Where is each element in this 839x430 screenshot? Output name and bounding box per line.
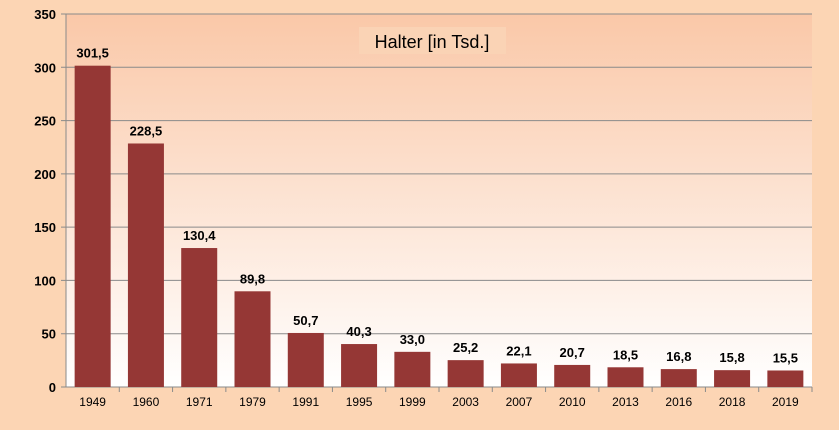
bar-2016 xyxy=(660,369,697,387)
x-tick-label: 1995 xyxy=(346,395,373,409)
bar-2007 xyxy=(500,363,537,387)
bar-1995 xyxy=(341,344,378,387)
data-label: 22,1 xyxy=(506,343,531,358)
bar-1949 xyxy=(74,65,111,388)
bar-1991 xyxy=(287,332,324,387)
x-tick-label: 2010 xyxy=(559,395,586,409)
data-label: 15,5 xyxy=(773,350,798,365)
data-label: 40,3 xyxy=(346,324,371,339)
plot-area xyxy=(66,14,812,387)
data-label: 301,5 xyxy=(76,46,109,61)
y-tick-label: 200 xyxy=(34,167,56,182)
x-tick-label: 1960 xyxy=(133,395,160,409)
data-label: 228,5 xyxy=(130,123,163,138)
x-tick-label: 2003 xyxy=(452,395,479,409)
data-label: 25,2 xyxy=(453,340,478,355)
bar-2013 xyxy=(607,367,644,387)
chart-title-box xyxy=(359,27,506,54)
bar-2019 xyxy=(767,370,804,387)
bar-1960 xyxy=(127,143,164,387)
x-tick-label: 1999 xyxy=(399,395,426,409)
bar-1979 xyxy=(234,291,271,387)
x-tick-label: 2016 xyxy=(665,395,692,409)
data-label: 130,4 xyxy=(183,228,216,243)
x-tick-label: 2013 xyxy=(612,395,639,409)
y-tick-label: 50 xyxy=(42,327,56,342)
data-label: 89,8 xyxy=(240,271,265,286)
bar-1971 xyxy=(181,248,218,387)
y-tick-label: 300 xyxy=(34,60,56,75)
x-tick-label: 2007 xyxy=(506,395,533,409)
bar-2018 xyxy=(714,370,751,387)
x-tick-label: 2019 xyxy=(772,395,799,409)
x-tick-label: 1991 xyxy=(292,395,319,409)
data-label: 15,8 xyxy=(719,350,744,365)
x-tick-label: 1979 xyxy=(239,395,266,409)
data-label: 33,0 xyxy=(400,332,425,347)
x-tick-label: 1971 xyxy=(186,395,213,409)
data-label: 20,7 xyxy=(560,345,585,360)
bar-1999 xyxy=(394,351,431,387)
data-label: 18,5 xyxy=(613,347,638,362)
y-tick-label: 100 xyxy=(34,273,56,288)
y-tick-label: 350 xyxy=(34,7,56,22)
bar-2003 xyxy=(447,360,484,387)
chart-title: Halter [in Tsd.] xyxy=(375,32,490,52)
y-tick-label: 0 xyxy=(49,380,56,395)
y-tick-label: 150 xyxy=(34,220,56,235)
data-label: 50,7 xyxy=(293,313,318,328)
y-tick-label: 250 xyxy=(34,114,56,129)
bar-2010 xyxy=(554,364,591,387)
data-label: 16,8 xyxy=(666,349,691,364)
x-tick-label: 2018 xyxy=(719,395,746,409)
x-tick-label: 1949 xyxy=(79,395,106,409)
